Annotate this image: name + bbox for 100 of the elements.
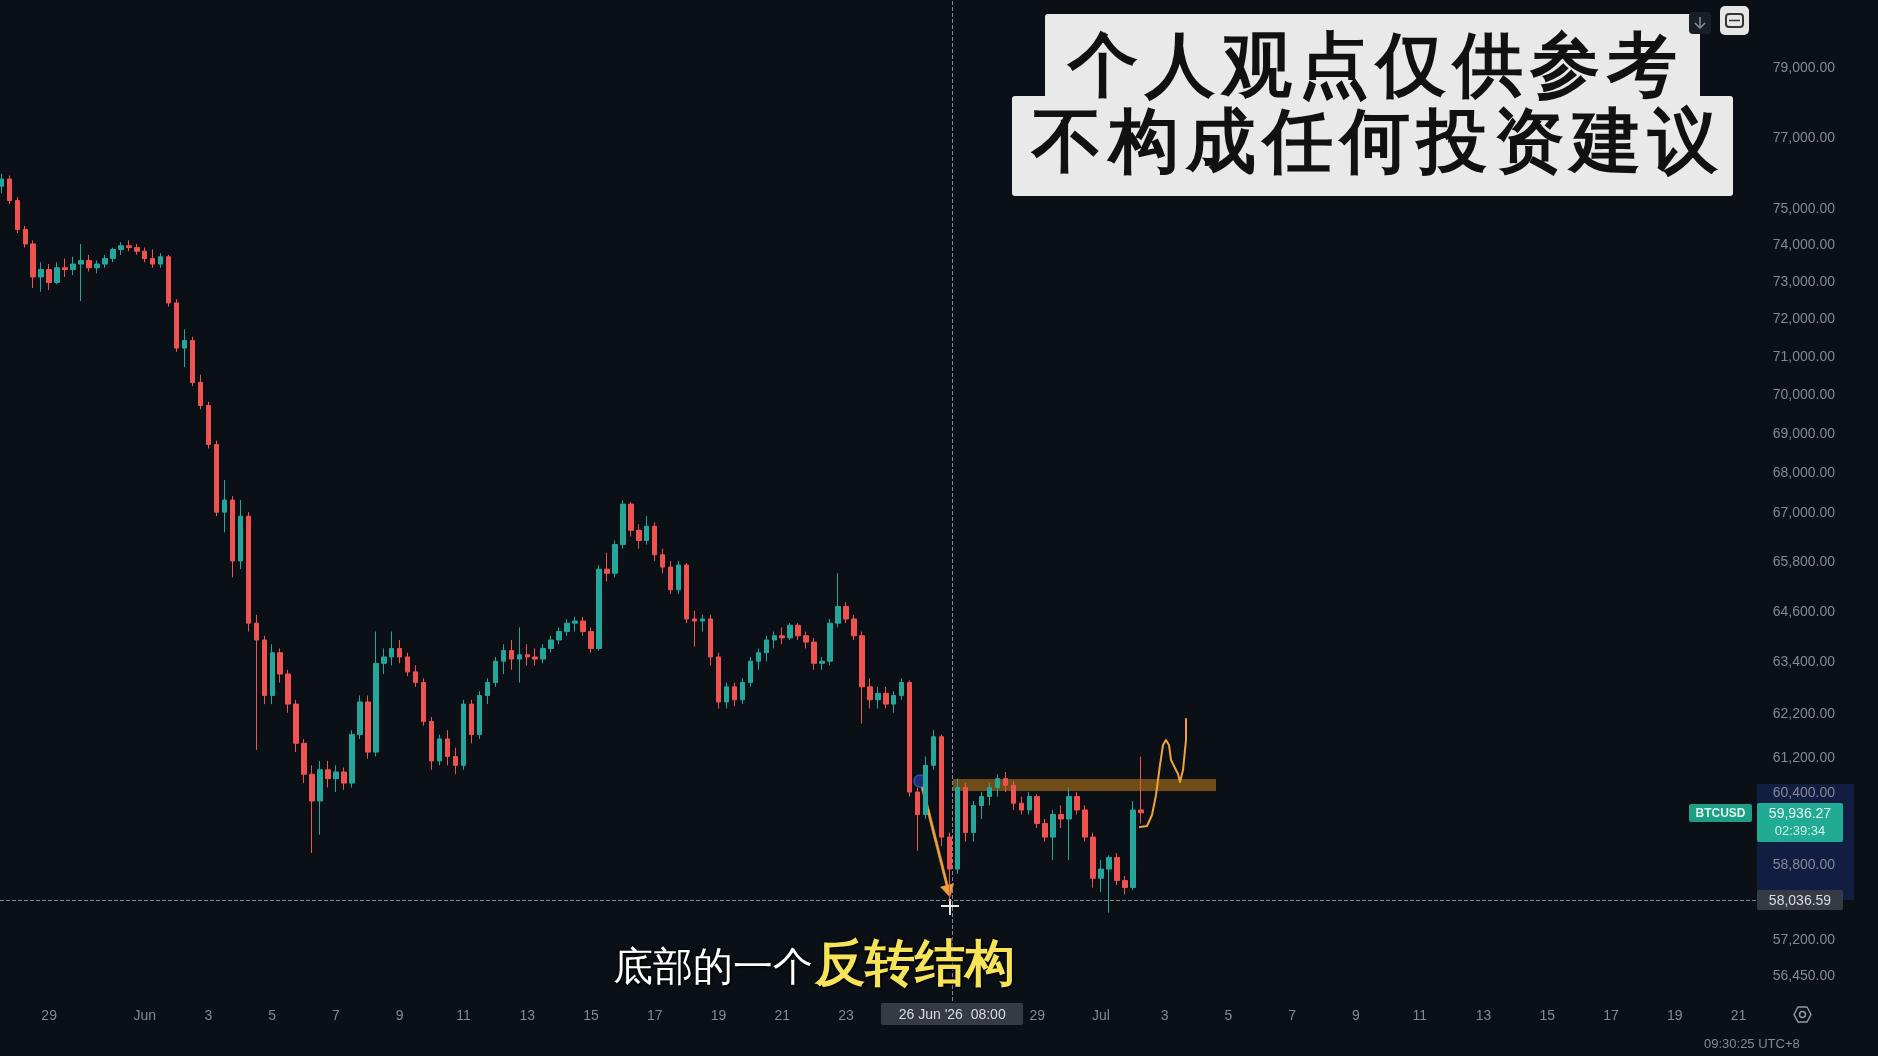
candlestick	[644, 515, 649, 546]
y-tick-label: 64,600.00	[1772, 602, 1836, 619]
candlestick	[556, 626, 562, 645]
candlestick	[150, 248, 155, 269]
candlestick	[819, 656, 825, 671]
candlestick	[373, 631, 379, 758]
candlestick	[317, 760, 323, 836]
candlestick	[230, 495, 235, 578]
candlestick	[676, 560, 681, 595]
candlestick	[692, 610, 697, 647]
candlestick	[15, 196, 20, 234]
x-tick-label: 21	[1730, 1007, 1747, 1023]
candlestick	[381, 647, 387, 675]
candlestick	[772, 631, 777, 649]
candlestick	[572, 616, 578, 633]
x-tick-label: 3	[204, 1007, 213, 1023]
candlestick	[46, 263, 52, 291]
candlestick	[891, 690, 896, 714]
y-tick-label: 57,200.00	[1772, 930, 1836, 947]
candlestick	[222, 479, 227, 533]
candlestick	[1050, 809, 1056, 861]
candlestick	[1138, 756, 1144, 824]
candlestick	[23, 225, 28, 249]
candlestick	[254, 614, 259, 751]
x-tick-label: 13	[519, 1007, 536, 1023]
candlestick	[501, 643, 506, 675]
y-tick-label: 58,800.00	[1772, 856, 1836, 873]
candlestick	[1122, 875, 1128, 895]
candlestick	[803, 631, 809, 649]
y-tick-label: 74,000.00	[1772, 235, 1836, 252]
candlestick	[413, 664, 418, 688]
x-tick-label: 15	[1539, 1007, 1556, 1023]
candlestick	[174, 298, 179, 353]
candlestick	[493, 656, 498, 688]
candlestick	[867, 677, 873, 709]
candlestick	[309, 764, 315, 854]
annotation: 反转结构	[815, 933, 1015, 993]
x-tick-label: 17	[1603, 1007, 1619, 1023]
candlestick	[612, 539, 618, 578]
candlestick	[158, 252, 163, 269]
candlestick	[1003, 771, 1008, 793]
y-tick-label: 75,000.00	[1772, 199, 1836, 216]
candlestick	[883, 686, 889, 709]
candlestick	[7, 175, 12, 205]
x-tick-label: 19	[710, 1007, 727, 1023]
candlestick	[596, 564, 602, 652]
candlestick	[86, 254, 92, 272]
candlestick	[620, 499, 626, 550]
candlestick	[206, 401, 211, 449]
x-tick-label: 29	[1029, 1007, 1046, 1023]
candlestick	[1082, 804, 1088, 843]
x-tick-label: 19	[1666, 1007, 1683, 1023]
candlestick	[915, 787, 920, 852]
candlestick	[525, 643, 530, 666]
candlestick	[262, 635, 267, 705]
candlestick	[1090, 832, 1096, 889]
x-tick-label: 5	[268, 1007, 277, 1023]
candlestick	[118, 241, 124, 256]
candlestick	[588, 626, 594, 654]
candlestick	[293, 699, 299, 753]
annotation: 底部的一个	[613, 942, 813, 990]
candlestick	[1019, 796, 1024, 815]
candlestick	[341, 767, 347, 791]
x-tick-label: 7	[332, 1007, 341, 1023]
x-tick-label: 7	[1288, 1007, 1297, 1023]
candlestick	[469, 699, 474, 744]
candlestick	[389, 631, 394, 666]
candlestick	[540, 643, 546, 664]
candlestick	[716, 652, 721, 709]
annotation: 个人观点仅供参考	[1068, 24, 1684, 106]
candlestick	[0, 173, 4, 194]
y-tick-label: 67,000.00	[1772, 504, 1836, 521]
x-tick-label: 11	[1412, 1007, 1428, 1023]
candlestick	[94, 259, 100, 274]
candlestick	[134, 243, 140, 256]
candlestick	[827, 618, 833, 666]
candlestick	[142, 247, 147, 263]
candlestick	[1058, 804, 1064, 829]
candlestick	[724, 682, 729, 709]
candlestick	[1130, 800, 1136, 891]
y-tick-label: 68,000.00	[1772, 464, 1836, 481]
candlestick	[532, 647, 538, 666]
candlestick	[1098, 859, 1104, 893]
candlestick	[182, 328, 187, 368]
candlestick	[397, 639, 402, 664]
candlestick	[517, 626, 522, 684]
candlestick	[509, 639, 514, 671]
candlestick	[445, 729, 450, 766]
x-tick-label: 13	[1475, 1007, 1492, 1023]
candlestick	[190, 336, 195, 387]
candlestick	[102, 254, 108, 269]
candlestick	[38, 261, 44, 293]
candlestick	[787, 622, 793, 641]
x-tick-label: 29	[41, 1007, 58, 1023]
candlestick	[485, 677, 490, 705]
candlestick	[652, 521, 657, 562]
y-tick-label: 69,000.00	[1772, 424, 1836, 441]
candlestick	[899, 677, 904, 701]
y-tick-label: 60,400.00	[1772, 784, 1836, 801]
candlestick	[198, 374, 203, 410]
